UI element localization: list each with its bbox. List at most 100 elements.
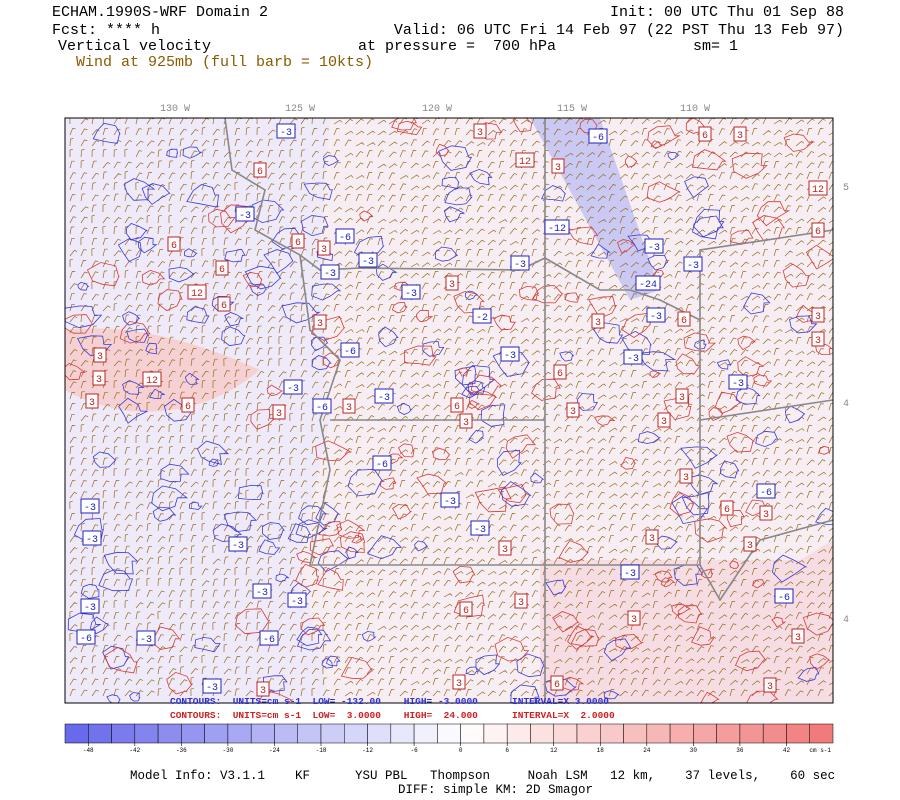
contour [746,690,779,703]
contour-label-box [635,275,661,291]
contour [347,468,384,497]
contour-label-box [401,284,421,300]
contour-label: -6 [592,133,604,144]
contour [649,370,661,378]
colorbar-tick-label: -18 [316,747,327,754]
contour [104,646,138,674]
contour-label: 3 [763,510,769,521]
contour-label: 3 [815,336,821,347]
contour-label-box [811,222,825,238]
contour-label-box [811,331,825,347]
contour [141,269,166,286]
contour [809,653,831,671]
contour [318,521,342,537]
contour [261,522,285,540]
contour [735,386,761,405]
contour-label: -3 [474,525,486,536]
contour-label: 3 [260,686,266,697]
field: Vertical velocity [58,38,211,55]
contour [693,209,725,238]
contour [65,314,94,334]
contour [497,484,527,504]
contour [212,523,243,542]
contour [435,143,450,157]
contour [315,501,340,526]
contour [321,657,333,669]
contour [684,176,710,199]
longitude-label: 125 W [285,104,315,115]
contour-label-box [566,402,580,418]
contour-label: 3 [595,318,601,329]
contour-label: -12 [548,224,566,235]
contour-label-box [136,630,156,646]
colorbar-tick-label: 30 [690,747,698,754]
contour [196,440,230,465]
contour-label: -6 [778,593,790,604]
contour-label: 3 [795,633,801,644]
contour-label: -3 [256,588,268,599]
contour-label: -3 [84,603,96,614]
colorbar-box [274,723,298,744]
contour [184,248,198,258]
contour-label-box [720,500,734,516]
contour-label: -3 [362,257,374,268]
contour [391,118,417,131]
contour-label: 12 [519,157,531,168]
longitude-label: 110 W [680,104,710,115]
contour [123,178,156,201]
contour [621,330,652,355]
contour-label-box [791,628,805,644]
contour [422,341,445,357]
colorbar-box [227,723,252,744]
contour-label-box [470,520,490,536]
contour-label: 3 [0,0,3,8]
contour [392,503,413,520]
contour [549,503,575,525]
colorbar-box [669,723,694,744]
contour-label: 3 [767,682,773,693]
contour [819,445,831,455]
contour [737,356,764,378]
contour-label-box [252,583,272,599]
contour [208,458,220,467]
contour [208,208,236,228]
boundaries [224,118,833,703]
contour-label: 12 [146,376,158,387]
contour [303,182,333,200]
contour [444,206,465,223]
contour [752,579,765,589]
contour [588,296,617,319]
contour-label: -3 [280,128,292,139]
contour-label-box [550,675,564,691]
colorbar-box [111,723,136,744]
contour-label: -3 [514,260,526,271]
contour [223,511,258,533]
contour-label: 3 [661,417,667,428]
contour-label: 3 [97,352,103,363]
contour [700,691,720,703]
contour [138,236,158,254]
contour [603,638,632,662]
wind-note: Wind at 925mb (full barb = 10kts) [76,54,373,71]
contour-label-box [644,238,664,254]
contour [160,463,190,483]
contour-label: -3 [405,289,417,300]
contour-label: 3 [89,398,95,409]
contour [743,292,771,315]
contour [468,429,484,444]
contour-label: 3 [570,407,576,418]
contour-label: 3 [679,393,685,404]
contour [692,149,727,171]
contour-label: 3 [463,418,469,429]
contour [89,616,110,634]
contour [458,367,469,377]
contour-label-box [340,342,360,358]
contour-label-box [320,264,340,280]
contour-label-box [698,126,712,142]
contour-label: -3 [287,384,299,395]
contour [186,184,219,208]
contour [301,214,329,237]
contour-label-box [591,313,605,329]
contour [714,391,742,414]
contour [620,457,636,470]
